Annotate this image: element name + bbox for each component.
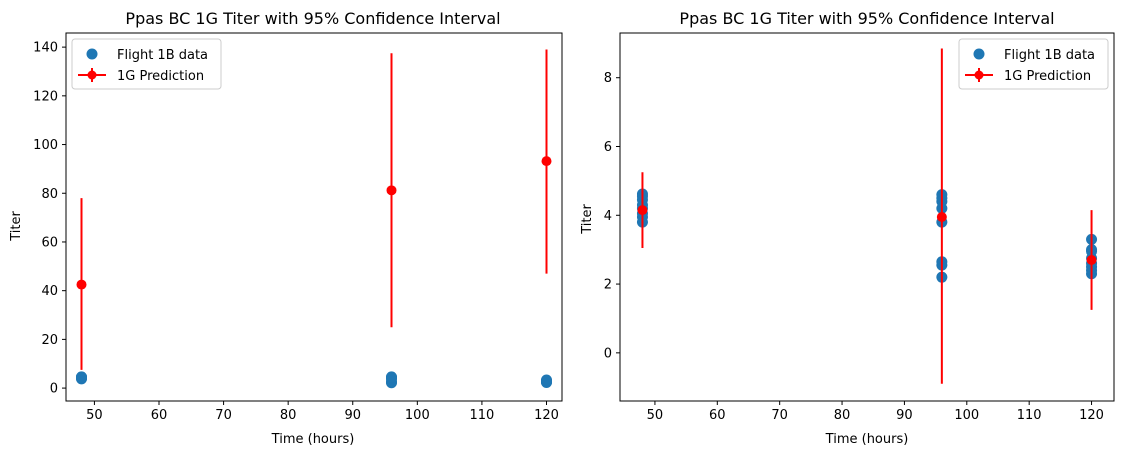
chart-right-y-tick-label: 8 bbox=[604, 71, 612, 86]
chart-right-legend-marker-data bbox=[973, 48, 985, 60]
chart-left-xlabel: Time (hours) bbox=[271, 432, 355, 447]
chart-left-plot-area: 50 60 70 80 90 100 110 120 0 20 40 60 80 100 120 140 Fli… bbox=[33, 32, 563, 423]
chart-left-y-tick-label: 20 bbox=[41, 333, 58, 348]
chart-right-legend-marker-prediction bbox=[974, 70, 984, 80]
chart-right-y-tick-label: 2 bbox=[604, 278, 612, 293]
chart-left-legend-label-prediction: 1G Prediction bbox=[117, 69, 204, 84]
chart-left-prediction-point bbox=[76, 279, 87, 290]
chart-right-legend-label-data: Flight 1B data bbox=[1004, 48, 1095, 63]
chart-left-x-tick-label: 80 bbox=[280, 408, 297, 423]
chart-right-y-tick-label: 0 bbox=[604, 346, 612, 361]
chart-left-y-tick-label: 100 bbox=[33, 138, 58, 153]
chart-right-x-tick-label: 60 bbox=[709, 408, 726, 423]
chart-left-x-tick-label: 60 bbox=[151, 408, 168, 423]
chart-right-axes-frame bbox=[619, 32, 1115, 402]
chart-left-x-tick-label: 100 bbox=[405, 408, 430, 423]
chart-left-legend: Flight 1B data 1G Prediction bbox=[71, 38, 222, 90]
chart-left-y-tick-label: 140 bbox=[33, 41, 58, 56]
chart-left-y-tick-label: 0 bbox=[50, 382, 58, 397]
chart-left-y-tick-label: 80 bbox=[41, 187, 58, 202]
chart-right-x-tick-label: 120 bbox=[1079, 408, 1104, 423]
chart-right-title: Ppas BC 1G Titer with 95% Confidence Int… bbox=[679, 9, 1054, 28]
chart-left-prediction-point bbox=[386, 185, 397, 196]
chart-left-title: Ppas BC 1G Titer with 95% Confidence Int… bbox=[125, 9, 500, 28]
chart-left-x-tick-label: 120 bbox=[534, 408, 559, 423]
chart-left: Ppas BC 1G Titer with 95% Confidence Int… bbox=[9, 9, 563, 447]
chart-right-x-tick-label: 50 bbox=[647, 408, 664, 423]
chart-right-x-tick-label: 110 bbox=[1017, 408, 1042, 423]
chart-right-xlabel: Time (hours) bbox=[825, 432, 909, 447]
chart-left-prediction-point bbox=[541, 156, 552, 167]
chart-left-legend-marker-data bbox=[86, 48, 98, 60]
chart-right-prediction-point bbox=[936, 212, 947, 222]
chart-right-x-tick-label: 90 bbox=[896, 408, 913, 423]
chart-right-prediction-point bbox=[1086, 254, 1097, 265]
chart-right-x-tick-label: 70 bbox=[771, 408, 788, 423]
chart-left-x-tick-label: 110 bbox=[470, 408, 495, 423]
chart-right-plot-area: 50 60 70 80 90 100 110 120 0 2 4 6 8 Flight 1B data 1G… bbox=[604, 32, 1115, 423]
chart-right-ylabel: Titer bbox=[580, 204, 595, 235]
chart-left-legend-marker-prediction bbox=[87, 70, 97, 80]
chart-left-x-tick-label: 70 bbox=[215, 408, 232, 423]
chart-right-y-tick-label: 6 bbox=[604, 140, 612, 155]
chart-right: Ppas BC 1G Titer with 95% Confidence Int… bbox=[580, 9, 1115, 447]
chart-left-legend-label-data: Flight 1B data bbox=[117, 48, 208, 63]
chart-left-data-point bbox=[541, 374, 552, 386]
chart-left-data-point bbox=[386, 371, 397, 383]
chart-left-y-tick-label: 120 bbox=[33, 89, 58, 104]
chart-left-ylabel: Titer bbox=[9, 211, 24, 242]
chart-left-data-point bbox=[76, 371, 87, 383]
chart-left-x-tick-label: 90 bbox=[344, 408, 361, 423]
chart-right-x-tick-label: 80 bbox=[834, 408, 851, 423]
chart-right-legend: Flight 1B data 1G Prediction bbox=[958, 38, 1109, 90]
chart-left-y-tick-label: 60 bbox=[41, 235, 58, 250]
chart-right-x-tick-label: 100 bbox=[954, 408, 979, 423]
chart-left-axes-frame bbox=[65, 32, 563, 402]
chart-right-legend-box bbox=[958, 38, 1109, 90]
chart-left-legend-box bbox=[71, 38, 222, 90]
chart-right-legend-label-prediction: 1G Prediction bbox=[1004, 69, 1091, 84]
chart-left-x-tick-label: 50 bbox=[86, 408, 103, 423]
chart-right-y-tick-label: 4 bbox=[604, 209, 612, 224]
chart-right-prediction-point bbox=[637, 205, 648, 216]
chart-left-y-tick-label: 40 bbox=[41, 284, 58, 299]
